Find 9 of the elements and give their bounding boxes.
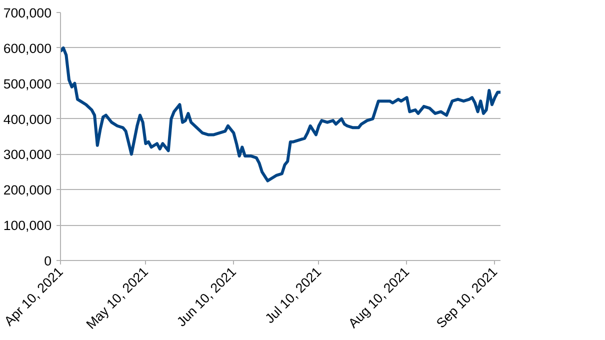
y-tick-label: 200,000 [3, 182, 52, 198]
y-tick-label: 700,000 [3, 6, 52, 20]
y-tick-label: 400,000 [3, 112, 52, 127]
y-tick-label: 600,000 [3, 40, 52, 56]
y-tick-label: 100,000 [3, 218, 52, 234]
y-tick-label: 0 [44, 254, 52, 268]
line-series [60, 46, 500, 182]
y-tick-label: 500,000 [3, 76, 52, 92]
y-tick-label: 300,000 [3, 147, 52, 162]
